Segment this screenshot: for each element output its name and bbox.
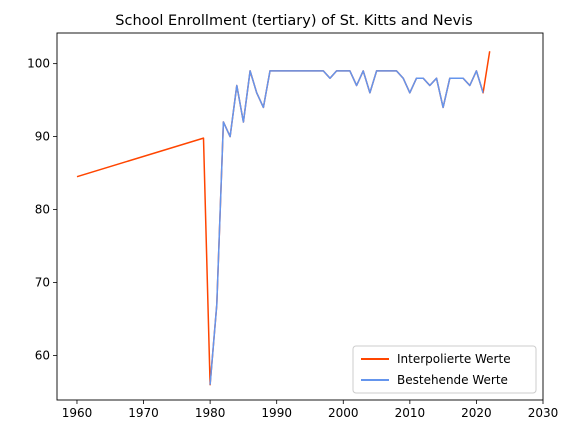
x-tick-label: 1970 [128, 406, 159, 420]
series-line-1 [76, 51, 491, 386]
legend-box [352, 345, 537, 394]
y-tick-label: 100 [27, 57, 50, 71]
x-tick-label: 2000 [328, 406, 359, 420]
y-tick-label: 70 [35, 276, 50, 290]
y-tick-label: 80 [35, 203, 50, 217]
plot-frame [56, 32, 544, 401]
x-tick-label: 2020 [461, 406, 492, 420]
y-tick-label: 60 [35, 348, 50, 362]
x-tick-label: 2010 [395, 406, 426, 420]
y-axis: 60 70 80 90 100 [27, 57, 57, 362]
legend-label-2: Bestehende Werte [397, 373, 508, 387]
x-tick-label: 1980 [195, 406, 226, 420]
x-tick-label: 2030 [528, 406, 559, 420]
chart-title: School Enrollment (tertiary) of St. Kitt… [115, 13, 472, 29]
legend: Interpolierte Werte Bestehende Werte [352, 345, 537, 394]
x-tick-label: 1990 [261, 406, 292, 420]
x-tick-label: 1960 [62, 406, 93, 420]
series-line-2 [209, 70, 484, 385]
y-tick-label: 90 [35, 130, 50, 144]
legend-label-1: Interpolierte Werte [397, 352, 511, 366]
x-axis: 1960 1970 1980 1990 2000 2010 2020 2030 [62, 400, 559, 420]
series-layer [76, 51, 491, 386]
